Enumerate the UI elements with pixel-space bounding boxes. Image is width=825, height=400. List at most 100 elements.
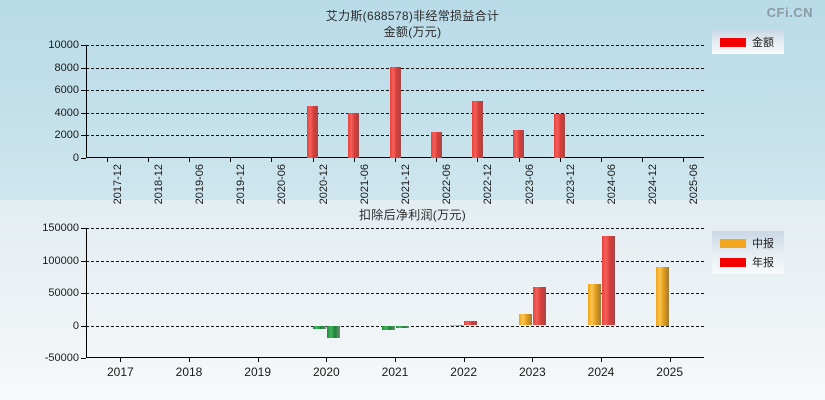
bar-金额-2023-12	[554, 113, 566, 158]
x-axis-tick	[106, 158, 108, 162]
x-axis-tick	[395, 358, 396, 362]
y-axis-label: 2000	[54, 129, 79, 142]
x-axis-tick	[477, 158, 479, 162]
bar-年报-2021	[395, 325, 409, 329]
x-axis-tick	[147, 158, 149, 162]
x-axis-tick	[601, 358, 602, 362]
x-axis-label: 2020-06	[276, 164, 289, 205]
watermark: CFi.CN	[766, 5, 813, 20]
page-title: 艾力斯(688578)非经常损益合计	[325, 9, 500, 23]
bar-金额-2021-12	[389, 67, 401, 158]
x-axis-tick	[601, 158, 602, 162]
bar-年报-2023	[532, 286, 546, 326]
y-axis-label: -50000	[44, 352, 79, 364]
bar-金额-2022-12	[471, 100, 483, 158]
legend-label: 年报	[752, 257, 774, 269]
x-axis-tick	[559, 158, 561, 162]
y-axis-tick	[81, 135, 86, 137]
x-axis-tick	[120, 358, 122, 362]
bottom-chart-title: 扣除后净利润(万元)	[359, 208, 466, 222]
bar-年报-2022	[464, 320, 478, 326]
y-axis-tick	[81, 112, 86, 114]
y-axis-label: 10000	[48, 39, 79, 51]
x-axis-label: 2017-12	[111, 164, 124, 205]
legend-label: 中报	[752, 238, 774, 250]
y-axis-label: 100000	[42, 254, 79, 267]
x-axis-label: 2021-12	[400, 164, 412, 205]
y-axis-label: 8000	[54, 61, 79, 74]
x-axis-label: 2020	[312, 365, 340, 379]
y-axis-label: 0	[72, 152, 79, 164]
legend-item[interactable]: 金额	[720, 34, 774, 50]
legend-item[interactable]: 年报	[720, 254, 774, 270]
x-axis-tick	[463, 358, 465, 362]
x-axis-label: 2023	[518, 365, 546, 379]
x-axis-label: 2019-12	[235, 164, 248, 205]
x-axis-tick	[353, 158, 355, 162]
legend-swatch-icon	[720, 37, 746, 47]
y-axis-tick	[81, 228, 86, 229]
y-axis-tick	[81, 260, 86, 262]
bar-中报-2025	[656, 267, 670, 326]
x-axis-label: 2022-06	[441, 164, 454, 205]
x-axis-tick	[257, 358, 259, 362]
top-chart-panel	[0, 0, 825, 200]
bar-中报-2021	[381, 325, 395, 331]
bar-年报-2020	[326, 325, 340, 338]
x-axis-tick	[312, 158, 314, 162]
x-axis-tick	[669, 358, 671, 362]
y-axis-tick	[81, 67, 86, 69]
bar-金额-2021-06	[348, 112, 360, 158]
bottom-chart-plot-area: -50000 0 50000 100000 150000 2017 2018 2019 2020…	[42, 222, 704, 379]
gridline	[86, 260, 704, 262]
x-axis-label: 2023-12	[564, 164, 577, 205]
x-axis-tick	[436, 158, 438, 162]
top-chart-subtitle: 金额(万元)	[383, 25, 442, 39]
legend-label: 金额	[752, 37, 774, 49]
top-chart-legend: 金额	[712, 30, 784, 54]
x-axis-tick	[532, 358, 534, 362]
x-axis-label: 2024	[587, 365, 615, 379]
x-axis-label: 2024-06	[606, 164, 618, 205]
legend-item[interactable]: 中报	[720, 235, 774, 251]
x-axis-tick	[326, 358, 328, 362]
bar-中报-2022	[450, 325, 464, 327]
bar-中报-2023	[518, 313, 532, 326]
legend-swatch-icon	[720, 257, 746, 267]
x-axis-tick	[395, 158, 396, 162]
x-axis-label: 2018-12	[152, 164, 165, 205]
x-axis-label: 2022-12	[482, 164, 495, 205]
bar-年报-2024	[601, 236, 615, 326]
y-axis-tick	[81, 358, 86, 359]
x-axis-tick	[189, 358, 190, 362]
y-axis-tick	[81, 325, 86, 327]
y-axis-label: 4000	[54, 106, 79, 119]
bar-中报-2024	[587, 283, 601, 326]
x-axis-label: 2024-12	[647, 164, 660, 205]
top-chart-y-axis	[86, 45, 87, 158]
bar-金额-2023-06	[513, 129, 525, 158]
x-axis-label: 2022	[450, 365, 478, 379]
gridline	[86, 228, 704, 229]
y-axis-label: 50000	[48, 287, 79, 299]
x-axis-tick	[230, 158, 232, 162]
x-axis-label: 2019-06	[194, 164, 206, 205]
x-axis-tick	[271, 158, 273, 162]
x-axis-label: 2018	[175, 365, 203, 379]
y-axis-tick	[81, 158, 86, 159]
x-axis-label: 2025	[656, 365, 684, 379]
x-axis-tick	[518, 158, 520, 162]
legend-swatch-icon	[720, 238, 746, 248]
gridline	[86, 293, 704, 294]
x-axis-tick	[189, 158, 190, 162]
bar-中报-2020	[312, 325, 326, 329]
y-axis-tick	[81, 293, 86, 294]
y-axis-tick	[81, 45, 86, 46]
y-axis-label: 150000	[42, 222, 79, 234]
gridline	[86, 325, 704, 327]
bottom-chart-x-axis	[86, 357, 704, 358]
bottom-chart-panel	[0, 200, 825, 400]
x-axis-label: 2019	[244, 365, 272, 379]
top-chart-plot-area: 0 2000 4000 6000 8000 10000 2017-12 2018-12 2019…	[48, 39, 704, 204]
